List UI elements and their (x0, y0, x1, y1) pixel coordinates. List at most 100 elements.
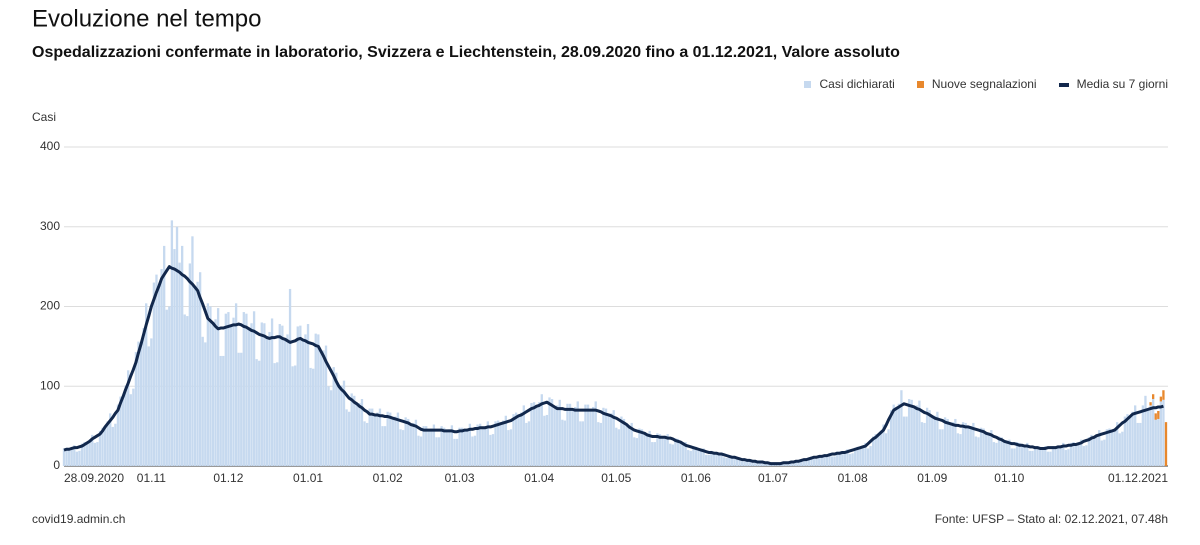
bar (674, 438, 677, 466)
bar (1051, 446, 1055, 466)
bar (764, 462, 767, 466)
bar (836, 451, 839, 466)
bar (427, 430, 430, 466)
bar (448, 429, 451, 466)
bar (874, 434, 877, 466)
bar (263, 323, 266, 466)
bar (625, 424, 628, 466)
bar (165, 309, 168, 466)
bar (1144, 395, 1147, 466)
bar (1033, 446, 1037, 466)
bar (1131, 411, 1134, 466)
bar (443, 427, 446, 466)
bar (450, 425, 454, 466)
bar (869, 446, 872, 466)
bar (1031, 450, 1034, 466)
bar (309, 367, 312, 466)
bar (887, 429, 890, 466)
bar (288, 288, 292, 466)
bar (1018, 442, 1021, 466)
bar (417, 435, 420, 466)
bar (401, 430, 405, 466)
bar (833, 456, 836, 466)
bar (286, 334, 289, 466)
bar (751, 461, 754, 466)
bar (1044, 446, 1047, 466)
bar (127, 370, 130, 466)
bar (520, 412, 523, 466)
bar (134, 351, 138, 466)
bar (435, 437, 438, 466)
bar (240, 352, 243, 466)
legend-label: Nuove segnalazioni (931, 77, 1037, 91)
legend-item: Media su 7 giorni (1058, 77, 1168, 91)
bar (276, 362, 279, 466)
bar (599, 422, 603, 466)
bar (609, 413, 613, 466)
bar (116, 404, 120, 466)
bar (291, 366, 294, 466)
bar (540, 394, 543, 466)
bar (900, 390, 903, 466)
legend-label: Media su 7 giorni (1076, 77, 1168, 91)
chart-subtitle: Ospedalizzazioni confermate in laborator… (32, 44, 900, 61)
bar (178, 262, 181, 466)
line (63, 265, 1164, 466)
bar (157, 285, 161, 466)
bar (1149, 402, 1152, 406)
bar (1090, 434, 1093, 466)
bar (391, 418, 394, 466)
bar (322, 350, 325, 466)
bar (676, 438, 680, 466)
bar (83, 442, 86, 466)
bar (864, 442, 867, 466)
bar (1087, 437, 1091, 466)
bar (304, 334, 307, 466)
bar (920, 422, 924, 466)
bar (638, 428, 641, 466)
bar (188, 263, 192, 466)
bar (473, 435, 477, 466)
bar (1054, 446, 1057, 466)
bar (794, 462, 798, 466)
bar (1077, 442, 1080, 466)
x-tick-label: 01.01 (293, 471, 323, 485)
bar (604, 408, 608, 466)
bar (389, 412, 392, 466)
bar (913, 406, 916, 466)
bar (753, 461, 757, 466)
bar (797, 462, 800, 466)
bar (1005, 440, 1008, 466)
bar (219, 355, 222, 466)
bar (152, 282, 156, 466)
bar (574, 406, 577, 466)
bar (527, 421, 531, 466)
bar (335, 372, 338, 466)
bar (974, 436, 978, 466)
bar (581, 421, 585, 466)
bar (396, 412, 400, 466)
bar (630, 422, 633, 466)
bar (181, 245, 184, 466)
bar (681, 442, 685, 466)
bar (147, 346, 150, 466)
bar (818, 455, 821, 466)
bar (556, 405, 559, 466)
bar (365, 422, 369, 466)
bar (419, 436, 423, 466)
bar (476, 424, 479, 466)
bar (342, 380, 346, 466)
footer-right: Fonte: UFSP – Stato al: 02.12.2021, 07.4… (935, 512, 1168, 526)
bar (299, 325, 302, 466)
bar (486, 421, 490, 466)
bar (592, 406, 595, 466)
bar (1036, 446, 1039, 466)
bar (982, 428, 985, 466)
bar (1072, 442, 1075, 466)
bar (193, 287, 197, 466)
bar (247, 328, 251, 466)
bar (597, 422, 600, 466)
bar (879, 430, 883, 466)
bar (1164, 422, 1168, 466)
